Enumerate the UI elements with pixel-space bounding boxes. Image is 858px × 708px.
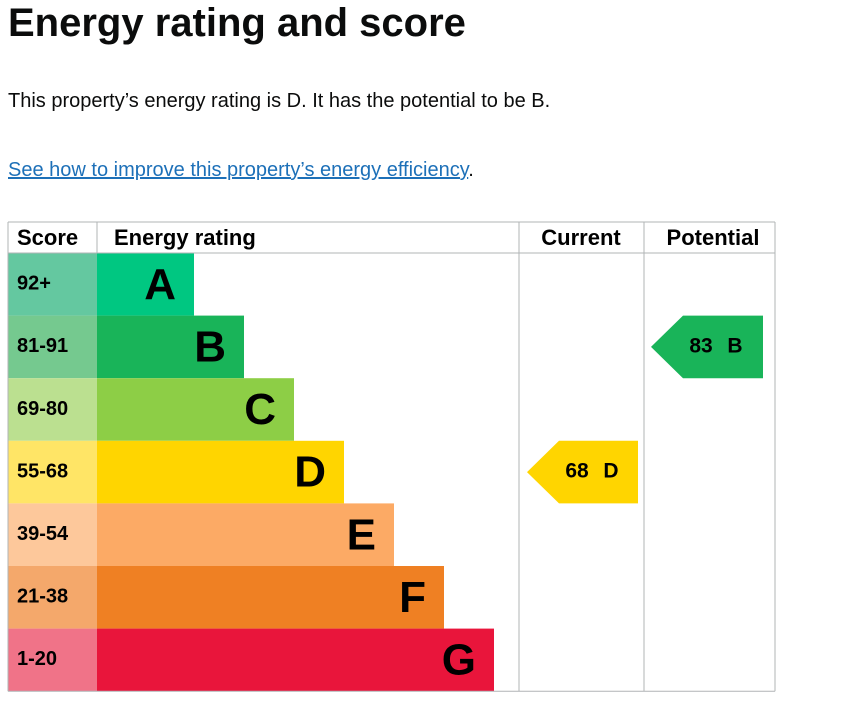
column-header: Energy rating [114, 225, 256, 250]
potential-value: 83 [689, 334, 712, 357]
current-value: 68 [565, 460, 589, 483]
current-arrow [527, 440, 638, 504]
rating-letter: F [399, 573, 426, 622]
summary: This property’s energy rating is D. It h… [8, 90, 551, 112]
rating-letter: A [144, 260, 176, 309]
rating-bar [97, 315, 244, 379]
rating-letter: C [244, 385, 276, 434]
potential-arrow [651, 315, 763, 379]
column-header: Potential [667, 225, 760, 250]
page-title: Energy rating and score [8, 1, 466, 45]
score-cell [8, 378, 97, 441]
rating-letter: B [194, 323, 226, 372]
rating-letter: D [294, 448, 326, 497]
score-cell [8, 628, 97, 692]
score-range: 39-54 [17, 523, 69, 545]
link-suffix: . [468, 159, 474, 181]
score-range: 81-91 [17, 335, 68, 357]
current-letter: D [603, 460, 618, 483]
score-cell [8, 503, 97, 566]
column-header: Score [17, 225, 78, 250]
rating-bar [97, 628, 494, 692]
score-range: 92+ [17, 273, 51, 295]
column-header: Current [541, 225, 621, 250]
rating-bar [97, 566, 444, 629]
rating-letter: G [442, 636, 476, 685]
improve-link[interactable]: See how to improve this property’s energ… [8, 159, 469, 181]
score-range: 69-80 [17, 398, 68, 420]
score-range: 55-68 [17, 460, 68, 482]
score-cell [8, 253, 97, 316]
rating-bar [97, 378, 294, 441]
score-range: 21-38 [17, 586, 68, 608]
potential-letter: B [727, 334, 742, 357]
score-cell [8, 315, 97, 379]
link-paragraph: See how to improve this property’s energ… [8, 158, 474, 182]
rating-bar [97, 253, 194, 316]
rating-letter: E [347, 510, 376, 559]
rating-bar [97, 440, 344, 504]
score-cell [8, 566, 97, 629]
rating-bar [97, 503, 394, 566]
score-range: 1-20 [17, 648, 57, 670]
score-cell [8, 440, 97, 504]
